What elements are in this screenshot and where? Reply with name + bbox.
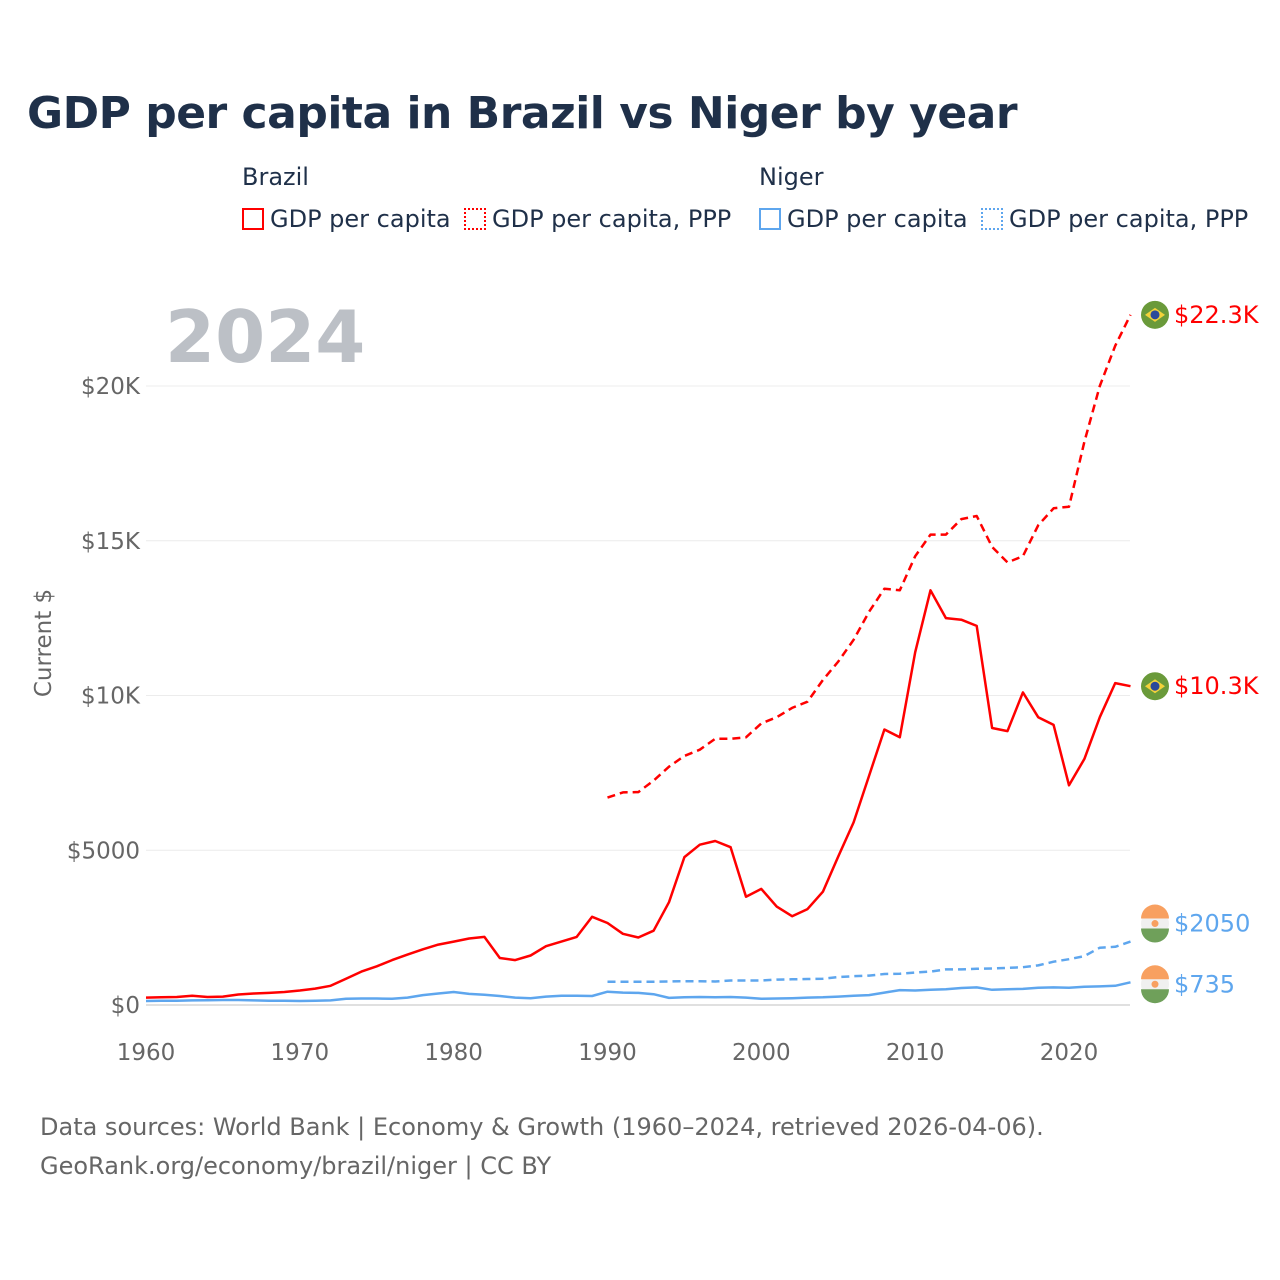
legend-label: GDP per capita, PPP — [1009, 205, 1249, 233]
flag-globe — [1150, 310, 1160, 320]
x-tick-label: 2000 — [732, 1040, 791, 1066]
end-value-label: $22.3K — [1174, 301, 1260, 329]
legend-label: GDP per capita — [270, 205, 451, 233]
legend-label: GDP per capita — [787, 205, 968, 233]
series-line-3 — [607, 940, 1131, 984]
x-tick-label: 1980 — [424, 1040, 483, 1066]
flag-green-band — [1141, 989, 1169, 1004]
legend-label: GDP per capita, PPP — [492, 205, 732, 233]
flag-green-band — [1141, 928, 1169, 943]
y-axis-label: Current $ — [31, 589, 57, 697]
chart-title: GDP per capita in Brazil vs Niger by yea… — [27, 88, 1018, 139]
x-tick-label: 2020 — [1040, 1040, 1099, 1066]
legend-niger-ppp[interactable]: GDP per capita, PPP — [981, 205, 1248, 233]
series-line-0 — [145, 589, 1131, 999]
legend-swatch-solid-blue — [759, 208, 781, 230]
legend-brazil-ppp[interactable]: GDP per capita, PPP — [464, 205, 731, 233]
footer-sources: Data sources: World Bank | Economy & Gro… — [40, 1113, 1044, 1141]
legend-brazil-gdp[interactable]: GDP per capita — [242, 205, 451, 233]
x-tick-label: 1960 — [117, 1040, 176, 1066]
legend-swatch-dotted-red — [464, 208, 486, 230]
footer: Data sources: World Bank | Economy & Gro… — [40, 1108, 1044, 1186]
footer-link[interactable]: GeoRank.org/economy/brazil/niger | CC BY — [40, 1152, 552, 1180]
end-value-label: $2050 — [1174, 910, 1250, 938]
y-tick-label: $10K — [81, 684, 141, 710]
chart-area: 2024 $0 $5000 $10K $15K $20K 1960 1970 1980 1990 2… — [31, 295, 1260, 1066]
x-tick-label: 1990 — [578, 1040, 637, 1066]
flag-sun — [1151, 920, 1159, 928]
flag-globe — [1150, 681, 1160, 691]
y-tick-label: $5000 — [67, 838, 140, 864]
flag-orange-band — [1141, 965, 1169, 980]
legend-swatch-solid-red — [242, 208, 264, 230]
legend-swatch-dotted-blue — [981, 208, 1003, 230]
series-line-1 — [607, 314, 1132, 799]
legend-group-brazil: Brazil — [242, 163, 309, 191]
year-label: 2024 — [165, 295, 365, 379]
legend-group-niger: Niger — [759, 163, 824, 191]
end-value-label: $10.3K — [1174, 672, 1260, 700]
y-tick-label: $15K — [81, 529, 141, 555]
y-tick-label: $20K — [81, 374, 141, 400]
legend-niger-gdp[interactable]: GDP per capita — [759, 205, 968, 233]
y-tick-label: $0 — [111, 993, 140, 1019]
series-line-2 — [145, 981, 1131, 1003]
flag-sun — [1151, 980, 1159, 988]
flag-orange-band — [1141, 904, 1169, 919]
x-tick-label: 2010 — [886, 1040, 945, 1066]
end-value-label: $735 — [1174, 970, 1235, 998]
x-tick-label: 1970 — [271, 1040, 330, 1066]
